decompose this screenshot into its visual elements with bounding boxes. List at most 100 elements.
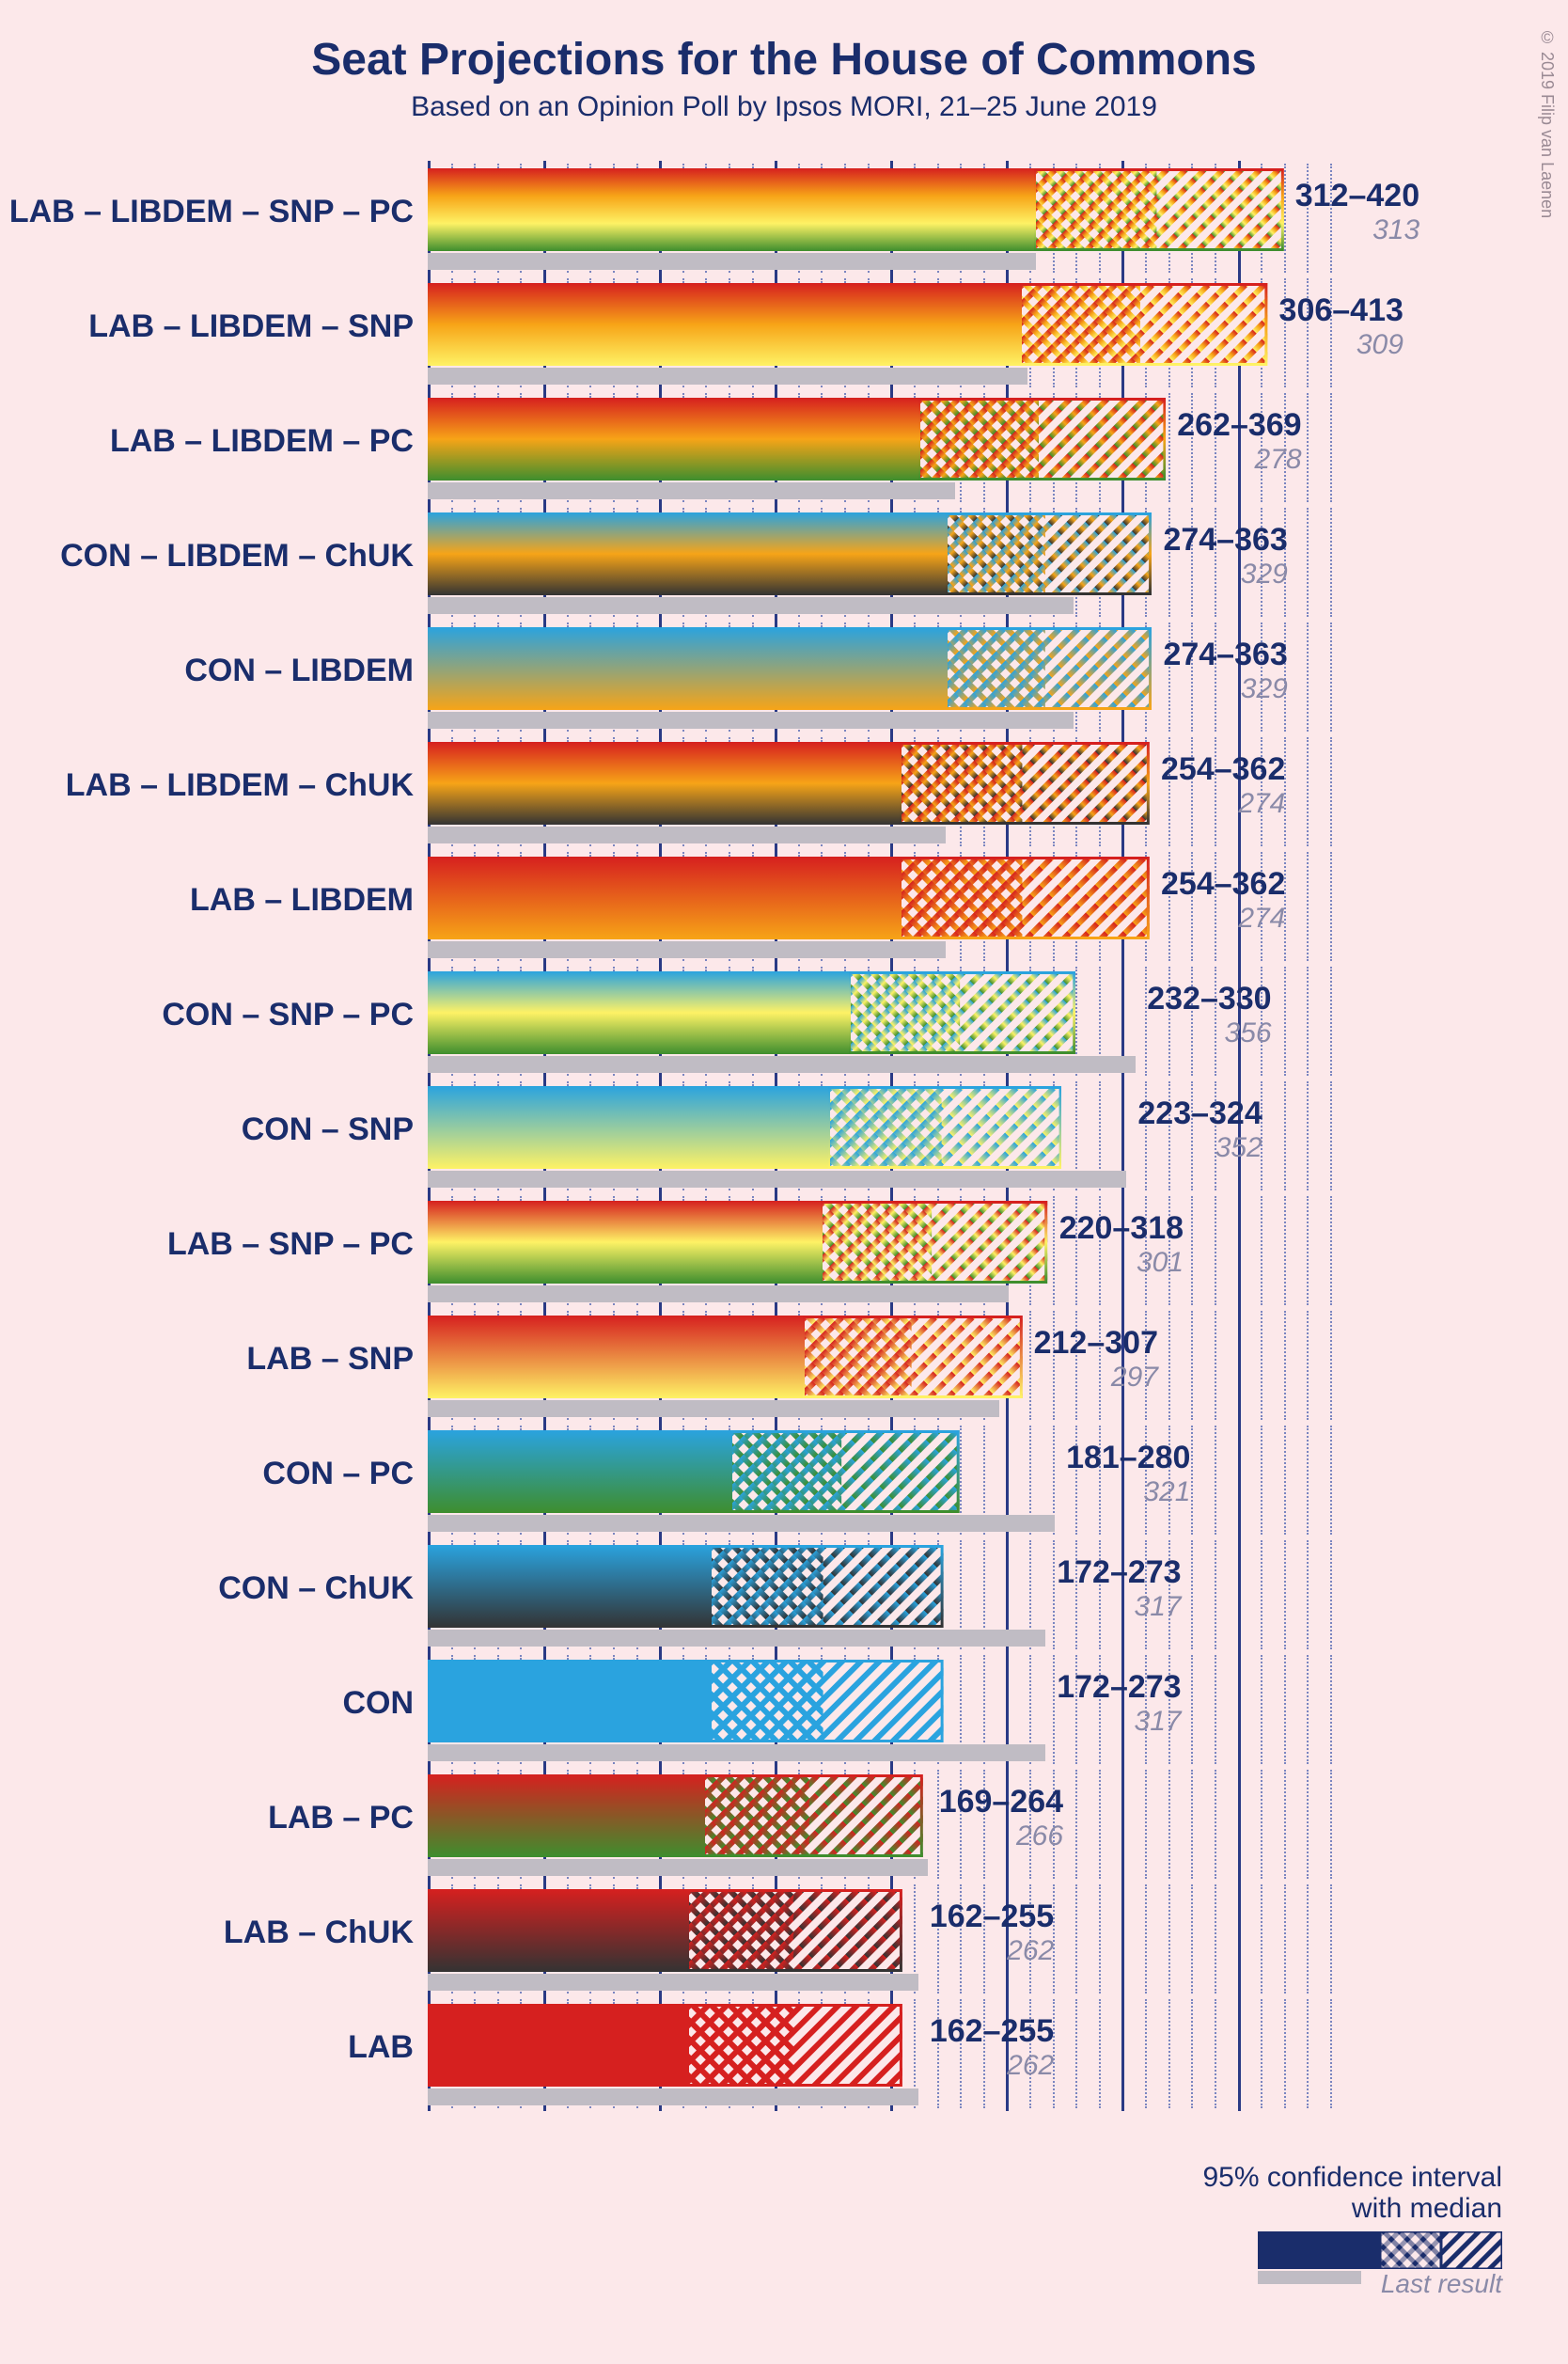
- grid-minor: [1145, 1999, 1147, 2108]
- bar-solid: [428, 1086, 828, 1169]
- last-result-bar: [428, 253, 1036, 270]
- last-result-bar: [428, 2088, 918, 2105]
- grid-minor: [1075, 1770, 1077, 1879]
- bar-ci: [900, 857, 1150, 939]
- row-plot: 274–363329: [428, 505, 1330, 620]
- grid-minor: [1330, 1540, 1332, 1649]
- projection-bar: [428, 1430, 960, 1513]
- grid-minor: [1261, 1426, 1262, 1535]
- bar-solid: [428, 971, 849, 1054]
- grid-minor: [1284, 1540, 1286, 1649]
- row-plot: 169–264266: [428, 1767, 1330, 1882]
- grid-minor: [1191, 1311, 1193, 1420]
- range-value: 254–362: [1161, 866, 1285, 903]
- last-value: 309: [1279, 329, 1403, 361]
- bar-solid: [428, 1774, 703, 1857]
- grid-minor: [1053, 1655, 1055, 1764]
- grid-minor: [1215, 1196, 1216, 1305]
- last-value: 321: [1066, 1476, 1190, 1508]
- coalition-label: CON – SNP – PC: [0, 997, 414, 1033]
- legend: 95% confidence intervalwith median Last …: [1202, 2162, 1502, 2289]
- grid-minor: [1330, 1655, 1332, 1764]
- range-value: 232–330: [1147, 981, 1271, 1017]
- grid-minor: [1261, 1999, 1262, 2108]
- legend-last-bar: [1258, 2271, 1361, 2284]
- coalition-row: CON – LIBDEM – ChUK 274–363329: [0, 505, 1568, 620]
- bar-ci: [703, 1774, 923, 1857]
- bar-ci: [849, 971, 1075, 1054]
- grid-minor: [1261, 1540, 1262, 1649]
- last-result-bar: [428, 1515, 1055, 1532]
- bar-ci: [946, 512, 1152, 595]
- coalition-row: LAB – LIBDEM – SNP 306–413309: [0, 276, 1568, 390]
- bar-ci: [946, 627, 1152, 710]
- coalition-label: CON – LIBDEM: [0, 653, 414, 689]
- grid-minor: [1261, 1311, 1262, 1420]
- legend-ci-bar: [1380, 2231, 1502, 2269]
- grid-minor: [1330, 393, 1332, 502]
- grid-minor: [1307, 623, 1309, 732]
- bar-solid: [428, 857, 900, 939]
- bar-solid: [428, 2004, 687, 2087]
- page-title: Seat Projections for the House of Common…: [0, 0, 1568, 86]
- row-plot: 212–307297: [428, 1308, 1330, 1423]
- row-values: 212–307297: [1034, 1325, 1158, 1394]
- grid-minor: [1261, 1196, 1262, 1305]
- row-values: 172–273317: [1057, 1669, 1181, 1738]
- last-result-bar: [428, 482, 955, 499]
- grid-major: [1238, 1882, 1241, 1996]
- grid-minor: [1284, 967, 1286, 1076]
- last-result-bar: [428, 1285, 1009, 1302]
- projection-bar: [428, 1086, 1061, 1169]
- row-values: 181–280321: [1066, 1440, 1190, 1508]
- last-result-bar: [428, 1630, 1045, 1647]
- grid-minor: [1191, 1999, 1193, 2108]
- row-values: 262–369278: [1177, 407, 1301, 476]
- row-plot: 223–324352: [428, 1079, 1330, 1193]
- projection-bar: [428, 2004, 902, 2087]
- grid-minor: [1330, 1311, 1332, 1420]
- grid-minor: [1029, 1311, 1031, 1420]
- bar-solid: [428, 283, 1020, 366]
- last-result-bar: [428, 827, 946, 843]
- grid-minor: [1145, 1770, 1147, 1879]
- grid-minor: [1075, 1884, 1077, 1994]
- last-value: 274: [1161, 788, 1285, 820]
- coalition-row: LAB 162–255262: [0, 1996, 1568, 2111]
- grid-minor: [1330, 737, 1332, 846]
- grid-minor: [1307, 1081, 1309, 1190]
- coalition-label: LAB – ChUK: [0, 1915, 414, 1951]
- coalition-row: CON 172–273317: [0, 1652, 1568, 1767]
- grid-minor: [1099, 1770, 1101, 1879]
- grid-minor: [1215, 1770, 1216, 1879]
- grid-minor: [1075, 1999, 1077, 2108]
- grid-minor: [1307, 1884, 1309, 1994]
- coalition-row: CON – ChUK 172–273317: [0, 1537, 1568, 1652]
- coalition-label: CON – LIBDEM – ChUK: [0, 538, 414, 575]
- coalition-label: LAB – LIBDEM: [0, 882, 414, 919]
- projection-bar: [428, 1545, 944, 1628]
- row-plot: 254–362274: [428, 734, 1330, 849]
- bar-ci: [710, 1660, 944, 1742]
- bar-solid: [428, 742, 900, 825]
- last-value: 356: [1147, 1017, 1271, 1049]
- grid-minor: [1284, 1081, 1286, 1190]
- coalition-row: LAB – LIBDEM – ChUK 254–362274: [0, 734, 1568, 849]
- grid-major: [1121, 1996, 1124, 2111]
- bar-solid: [428, 1545, 710, 1628]
- coalition-label: CON – SNP: [0, 1111, 414, 1148]
- grid-major: [1238, 1767, 1241, 1882]
- row-values: 162–255262: [930, 2013, 1054, 2082]
- legend-sample: Last result: [1258, 2231, 1502, 2284]
- projection-bar: [428, 168, 1284, 251]
- bar-ci: [803, 1316, 1023, 1398]
- grid-minor: [1215, 1655, 1216, 1764]
- last-value: 313: [1295, 214, 1419, 246]
- row-plot: 232–330356: [428, 964, 1330, 1079]
- bar-ci: [1034, 168, 1284, 251]
- row-plot: 172–273317: [428, 1537, 1330, 1652]
- bar-ci: [687, 1889, 902, 1972]
- grid-minor: [1307, 393, 1309, 502]
- last-value: 329: [1163, 673, 1287, 705]
- grid-minor: [1330, 852, 1332, 961]
